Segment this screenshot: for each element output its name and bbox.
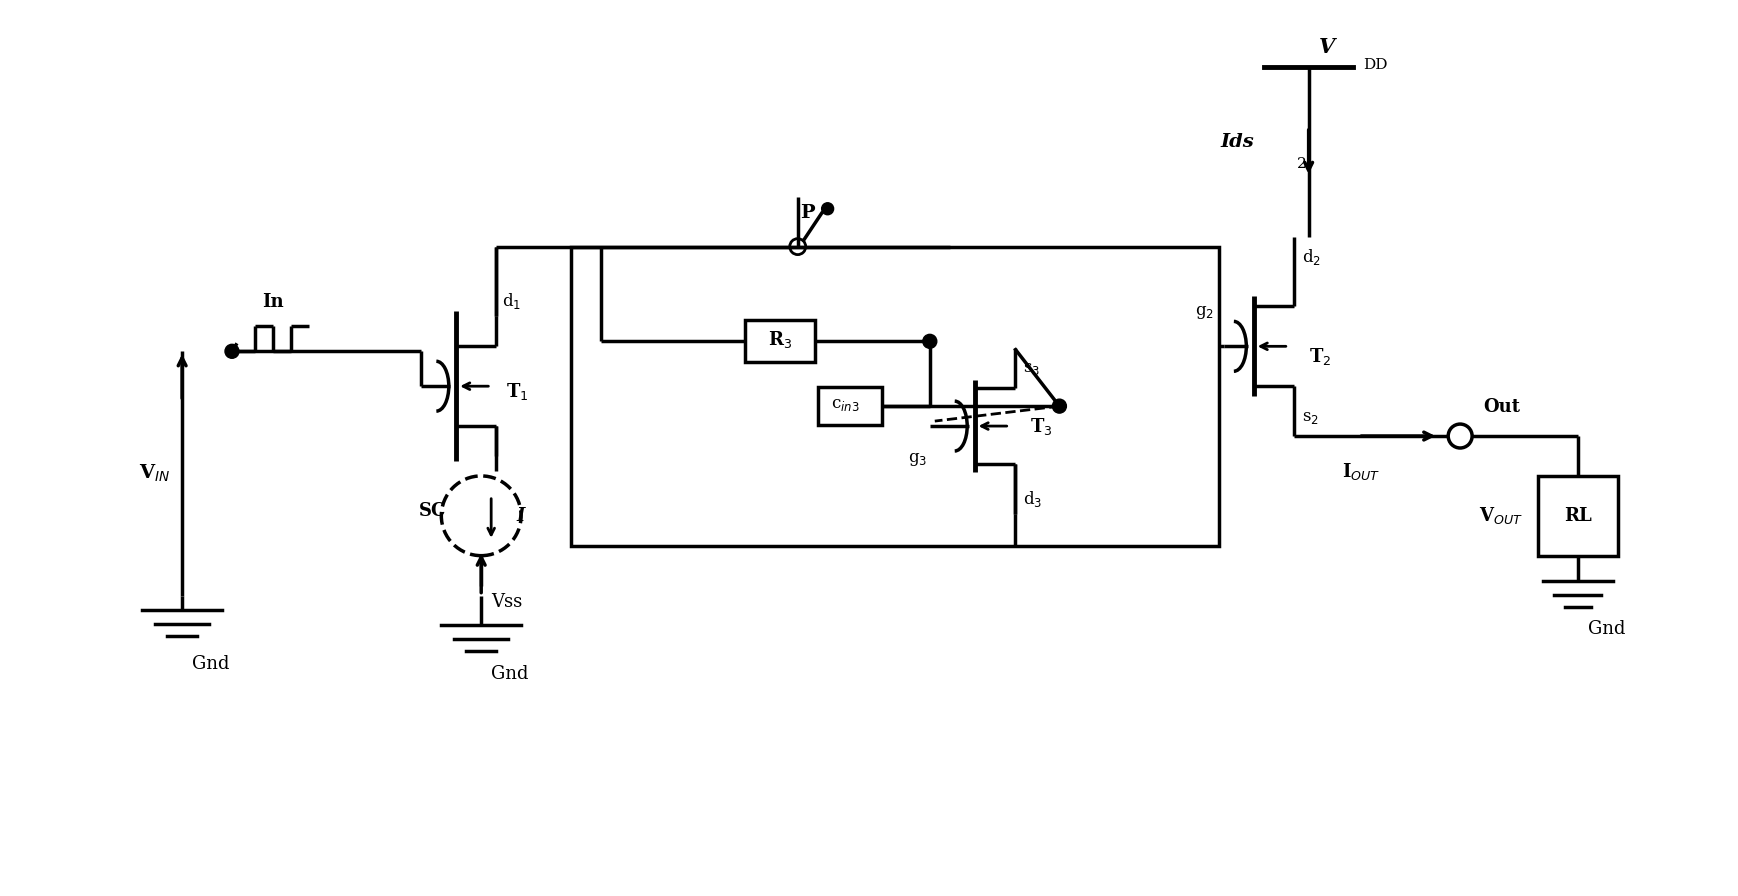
Text: T$_3$: T$_3$ — [1029, 416, 1051, 436]
Circle shape — [822, 202, 834, 215]
Bar — [1538, 476, 1618, 556]
Text: c$_{in3}$: c$_{in3}$ — [831, 396, 859, 413]
Text: Vss: Vss — [492, 592, 523, 610]
Text: Gnd: Gnd — [1589, 620, 1625, 639]
Bar — [817, 387, 883, 425]
Text: g$_3$: g$_3$ — [909, 451, 928, 468]
Text: SC: SC — [419, 502, 447, 520]
Text: T$_1$: T$_1$ — [506, 381, 528, 401]
Text: s$_2$: s$_2$ — [1302, 409, 1319, 426]
Text: Gnd: Gnd — [193, 655, 229, 674]
Text: Ids: Ids — [1220, 133, 1253, 151]
Text: 2: 2 — [1297, 157, 1307, 171]
Text: Gnd: Gnd — [492, 666, 528, 684]
Text: I$_{OUT}$: I$_{OUT}$ — [1342, 461, 1380, 482]
Text: s$_3$: s$_3$ — [1022, 360, 1039, 376]
Text: d$_3$: d$_3$ — [1022, 489, 1041, 509]
Text: V: V — [1319, 38, 1335, 57]
Text: RL: RL — [1564, 507, 1592, 525]
Text: I: I — [516, 507, 525, 525]
Text: R$_3$: R$_3$ — [768, 329, 793, 349]
Circle shape — [1053, 399, 1067, 413]
Text: T$_2$: T$_2$ — [1309, 346, 1331, 366]
Circle shape — [224, 344, 238, 358]
Text: d$_1$: d$_1$ — [502, 291, 521, 312]
Text: V$_{OUT}$: V$_{OUT}$ — [1479, 505, 1522, 526]
Text: V$_{IN}$: V$_{IN}$ — [139, 462, 170, 484]
Circle shape — [923, 334, 937, 349]
Text: Out: Out — [1483, 398, 1521, 416]
Text: DD: DD — [1364, 58, 1389, 73]
Text: g$_2$: g$_2$ — [1194, 305, 1213, 322]
Bar — [746, 321, 815, 362]
Bar — [570, 246, 1218, 546]
Text: In: In — [262, 293, 283, 312]
Text: P: P — [801, 203, 815, 221]
Text: d$_2$: d$_2$ — [1302, 246, 1321, 267]
